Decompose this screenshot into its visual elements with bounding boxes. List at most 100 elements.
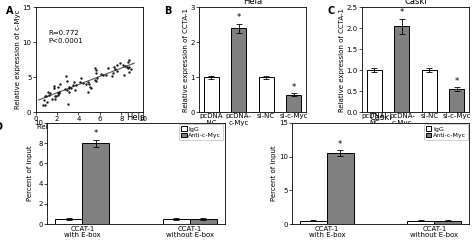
Text: B: B	[164, 6, 172, 16]
Bar	[300, 221, 327, 224]
Point	[55, 90, 63, 94]
Point	[125, 58, 133, 62]
Point	[127, 67, 135, 71]
Text: R=0.772
P<0.0001: R=0.772 P<0.0001	[48, 30, 83, 44]
Point	[113, 63, 121, 67]
Point	[64, 102, 72, 106]
Title: Hela: Hela	[243, 0, 262, 7]
Text: C: C	[328, 6, 335, 16]
Point	[87, 85, 94, 89]
Point	[119, 63, 127, 67]
Point	[65, 90, 73, 94]
Bar	[434, 221, 461, 224]
Point	[54, 85, 62, 89]
Point	[124, 60, 131, 64]
Point	[54, 93, 62, 97]
Bar	[82, 143, 109, 224]
Point	[124, 67, 131, 70]
Point	[93, 76, 100, 80]
Legend: IgG, Anti-c-Myc: IgG, Anti-c-Myc	[179, 124, 223, 140]
Y-axis label: Relative expression of CCTA-1: Relative expression of CCTA-1	[182, 8, 189, 112]
Point	[62, 74, 70, 78]
Point	[104, 66, 111, 70]
Point	[84, 80, 92, 84]
Point	[65, 85, 73, 88]
Point	[54, 92, 61, 95]
Text: *: *	[94, 129, 98, 138]
Point	[43, 94, 50, 98]
Point	[87, 86, 95, 90]
Point	[120, 73, 128, 77]
Point	[91, 66, 99, 70]
Bar	[422, 70, 437, 112]
Point	[126, 65, 133, 69]
Point	[92, 71, 100, 75]
Point	[51, 97, 59, 100]
Point	[111, 67, 118, 71]
Point	[110, 65, 118, 69]
Bar	[286, 94, 301, 112]
Point	[41, 103, 49, 107]
Bar	[449, 89, 465, 112]
Point	[123, 65, 130, 69]
Point	[41, 94, 49, 98]
Point	[53, 94, 60, 98]
Point	[76, 80, 84, 84]
Point	[92, 68, 100, 72]
Text: *: *	[338, 140, 343, 149]
Bar	[259, 77, 273, 112]
Point	[64, 79, 71, 82]
Text: *: *	[237, 13, 241, 22]
Point	[126, 70, 133, 74]
Text: *: *	[292, 83, 296, 92]
Text: A: A	[6, 6, 13, 16]
Point	[108, 74, 116, 78]
Point	[84, 90, 91, 94]
Point	[44, 90, 52, 94]
Text: *: *	[455, 77, 459, 86]
Y-axis label: Relative expression of c-Myc: Relative expression of c-Myc	[15, 10, 21, 109]
Point	[50, 86, 57, 90]
Point	[70, 83, 77, 87]
Point	[73, 83, 80, 87]
Title: Caski: Caski	[369, 113, 392, 122]
Y-axis label: Percent of input: Percent of input	[27, 146, 33, 201]
Point	[71, 88, 79, 92]
Point	[51, 94, 59, 98]
Bar	[190, 219, 217, 224]
Point	[121, 64, 129, 67]
Point	[79, 81, 86, 85]
Title: Caski: Caski	[404, 0, 427, 7]
Point	[50, 84, 57, 88]
Point	[55, 91, 63, 95]
Point	[71, 80, 78, 84]
Point	[39, 103, 46, 107]
Point	[98, 73, 105, 76]
Bar	[408, 221, 434, 224]
X-axis label: Relative expression of CCAT-1: Relative expression of CCAT-1	[37, 124, 141, 130]
Bar	[231, 28, 246, 112]
Point	[92, 79, 100, 83]
Point	[40, 99, 48, 102]
Point	[82, 82, 90, 86]
Bar	[327, 153, 354, 224]
Text: *: *	[400, 8, 404, 17]
Point	[67, 86, 74, 90]
Point	[43, 100, 51, 104]
Point	[46, 91, 54, 95]
Bar	[163, 219, 190, 224]
Legend: IgG, Anti-c-Myc: IgG, Anti-c-Myc	[424, 124, 468, 140]
Bar	[55, 219, 82, 224]
Bar	[204, 77, 219, 112]
Text: D: D	[0, 122, 2, 132]
Title: Hela: Hela	[127, 113, 146, 122]
Point	[85, 82, 92, 86]
Point	[45, 93, 53, 97]
Bar	[394, 26, 410, 112]
Y-axis label: Relative expression of CCTA-1: Relative expression of CCTA-1	[339, 8, 345, 112]
Point	[63, 88, 70, 92]
Point	[65, 87, 73, 90]
Point	[109, 71, 116, 75]
Point	[113, 69, 120, 73]
Point	[91, 78, 99, 81]
